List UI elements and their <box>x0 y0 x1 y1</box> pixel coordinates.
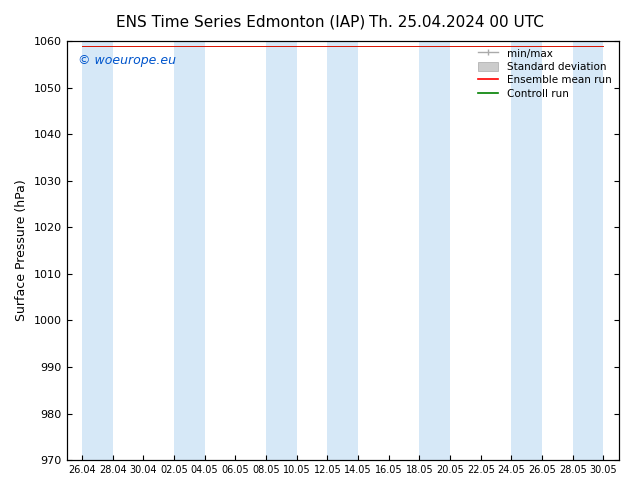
Bar <box>327 41 358 460</box>
Legend: min/max, Standard deviation, Ensemble mean run, Controll run: min/max, Standard deviation, Ensemble me… <box>474 44 616 103</box>
Bar <box>573 41 604 460</box>
Y-axis label: Surface Pressure (hPa): Surface Pressure (hPa) <box>15 180 28 321</box>
Text: Th. 25.04.2024 00 UTC: Th. 25.04.2024 00 UTC <box>369 15 544 30</box>
Text: ENS Time Series Edmonton (IAP): ENS Time Series Edmonton (IAP) <box>116 15 366 30</box>
Bar <box>82 41 113 460</box>
Bar <box>420 41 450 460</box>
Bar <box>512 41 542 460</box>
Bar <box>266 41 297 460</box>
Bar <box>174 41 205 460</box>
Text: © woeurope.eu: © woeurope.eu <box>77 53 176 67</box>
